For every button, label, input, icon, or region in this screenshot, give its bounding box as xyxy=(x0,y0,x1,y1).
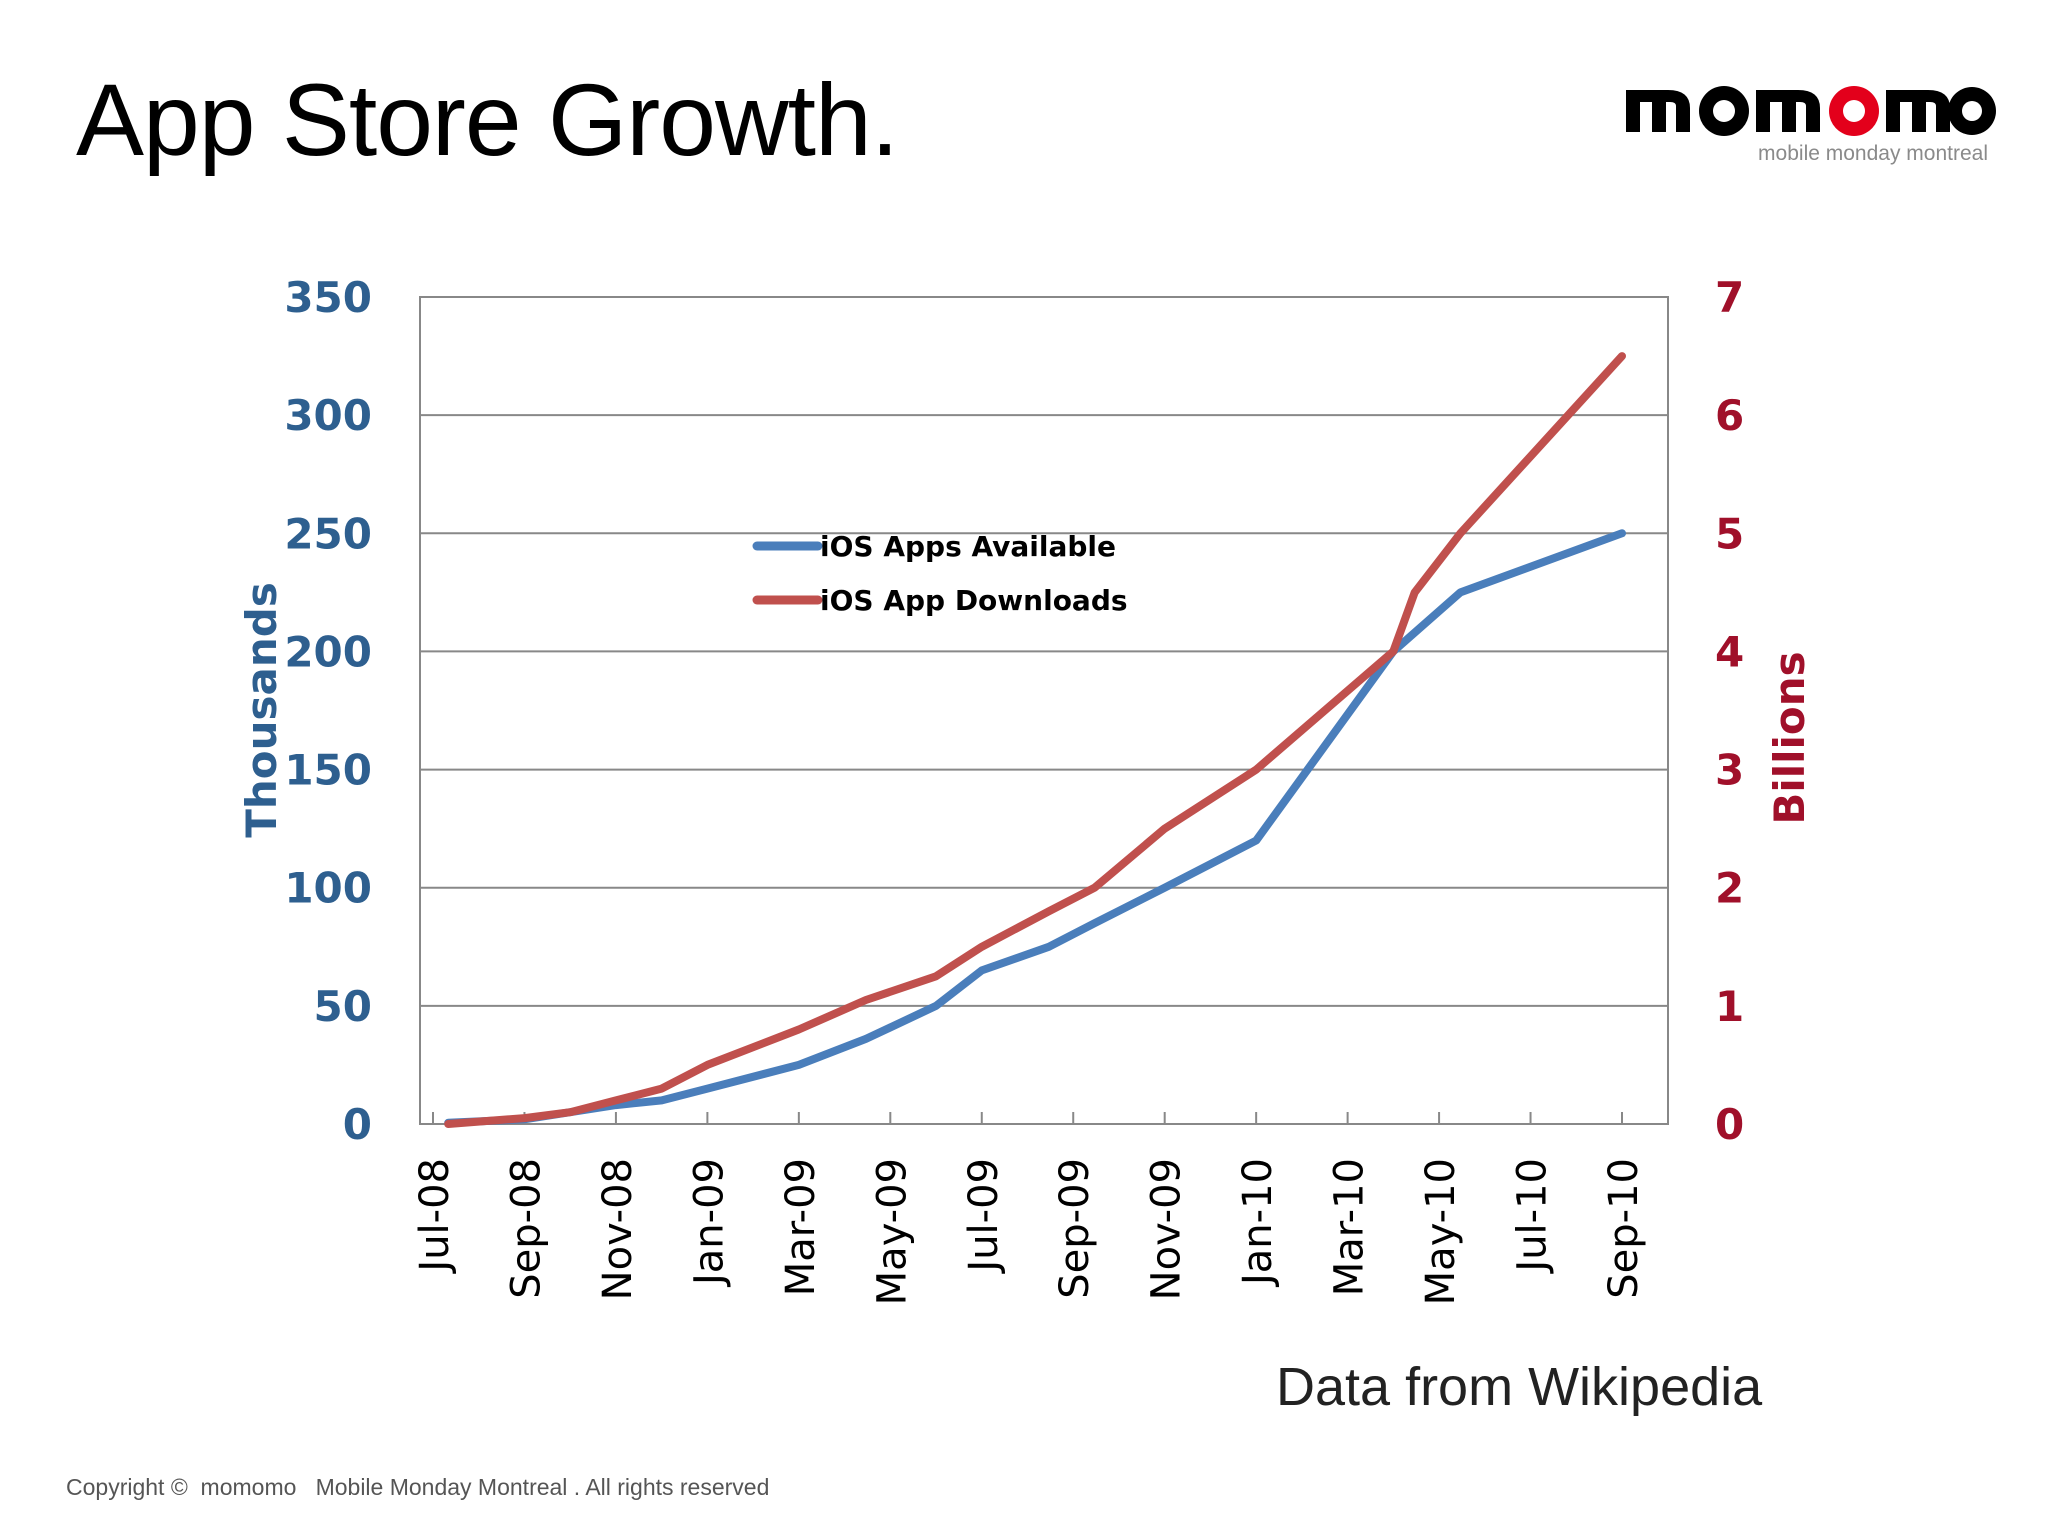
x-axis-tick-label: May-09 xyxy=(869,1158,915,1305)
series-lines xyxy=(444,352,1626,1128)
series-line-downloads xyxy=(444,352,1626,1128)
left-axis-tick-label: 200 xyxy=(284,627,372,676)
x-axis-tick-label: Jan-09 xyxy=(686,1158,732,1288)
x-axis-tick-label: Sep-10 xyxy=(1601,1158,1647,1299)
slide-title: App Store Growth. xyxy=(76,63,899,177)
x-axis-tick-label: Nov-08 xyxy=(595,1158,641,1300)
copyright-notice: Copyright © momomo Mobile Monday Montrea… xyxy=(66,1474,770,1500)
logo-tagline: mobile monday montreal xyxy=(1758,142,1988,165)
right-axis-label: Billions xyxy=(1765,651,1814,824)
right-axis-tick-label: 7 xyxy=(1715,273,1744,322)
series-line-apps xyxy=(444,529,1626,1127)
x-axis-tick-label: Jul-10 xyxy=(1510,1158,1556,1275)
x-axis-tick-label: Jan-10 xyxy=(1235,1158,1281,1288)
right-axis-tick-label: 0 xyxy=(1715,1100,1744,1149)
right-axis-tick-label: 2 xyxy=(1715,864,1744,913)
right-axis-tick-label: 3 xyxy=(1715,746,1744,795)
grid-lines xyxy=(420,414,1668,1007)
momomo-logo: mobile monday montreal xyxy=(1626,86,1996,165)
left-axis-tick-label: 250 xyxy=(284,509,372,558)
legend: iOS Apps Available iOS App Downloads xyxy=(752,530,1128,617)
x-axis-tick-label: Mar-10 xyxy=(1327,1158,1373,1296)
x-axis-ticks: Jul-08 Sep-08 Nov-08 Jan-09 Mar-09 May-09 Jul-… xyxy=(412,1112,1647,1305)
right-axis-ticks: 0 1 2 3 4 5 6 7 xyxy=(1715,273,1744,1149)
left-axis-tick-label: 0 xyxy=(343,1100,372,1149)
legend-label-apps: iOS Apps Available xyxy=(820,530,1116,563)
x-axis-tick-label: Jul-08 xyxy=(412,1158,458,1275)
x-axis-tick-label: Sep-09 xyxy=(1052,1158,1098,1299)
x-axis-tick-label: Sep-08 xyxy=(503,1158,549,1299)
plot-frame xyxy=(419,296,1669,1125)
right-axis-tick-label: 4 xyxy=(1715,627,1744,676)
left-axis-label: Thousands xyxy=(237,582,286,838)
left-axis-tick-label: 50 xyxy=(314,982,372,1031)
right-axis-tick-label: 1 xyxy=(1715,982,1744,1031)
legend-label-downloads: iOS App Downloads xyxy=(820,584,1128,617)
x-axis-tick-label: May-10 xyxy=(1418,1158,1464,1305)
left-axis-tick-label: 100 xyxy=(284,864,372,913)
x-axis-tick-label: Jul-09 xyxy=(961,1158,1007,1275)
source-note: Data from Wikipedia xyxy=(1276,1357,1763,1417)
x-axis-tick-label: Nov-09 xyxy=(1144,1158,1190,1300)
right-axis-tick-label: 6 xyxy=(1715,391,1744,440)
left-axis-ticks: 0 50 100 150 200 250 300 350 xyxy=(284,273,372,1149)
left-axis-tick-label: 150 xyxy=(284,746,372,795)
left-axis-tick-label: 350 xyxy=(284,273,372,322)
x-axis-tick-label: Mar-09 xyxy=(778,1158,824,1296)
logo-wordmark xyxy=(1626,86,1996,136)
right-axis-tick-label: 5 xyxy=(1715,509,1744,558)
left-axis-tick-label: 300 xyxy=(284,391,372,440)
